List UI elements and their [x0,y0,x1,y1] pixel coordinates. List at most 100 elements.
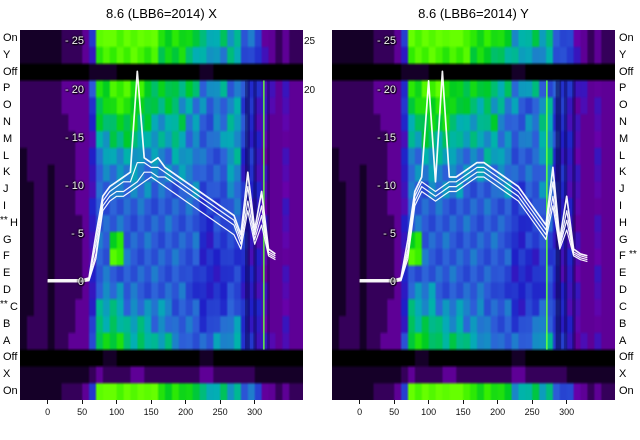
row-label-text: Off [3,65,18,78]
heatmap-panel-y [332,30,615,400]
row-label-text: M [3,132,13,145]
row-label-f: F [0,249,20,266]
row-label-text: A [3,334,11,347]
heatmap-canvas [20,30,303,400]
row-label-b: B [0,316,20,333]
row-label-text: F [619,250,626,263]
row-label-text: H [10,216,18,229]
row-label-text: L [3,149,10,162]
significance-marker: ** [0,214,8,226]
row-label-g: G [0,232,20,249]
x-tick-label: 0 [357,407,363,417]
row-label-text: C [619,300,627,313]
row-label-text: K [3,166,11,179]
row-label-text: B [3,317,11,330]
row-label-on: On [0,30,20,47]
x-tick-mark [462,400,464,404]
x-tick-label: 300 [247,407,263,417]
x-tick-mark [254,400,256,404]
y-tick-label: - 10 [377,179,396,192]
x-tick-label: 300 [559,407,575,417]
x-tick-mark [81,400,83,404]
row-label-text: On [3,31,18,44]
x-tick-label: 200 [490,407,506,417]
x-tick-label: 150 [455,407,471,417]
row-label-text: I [619,200,623,213]
title-panel-y: 8.6 (LBB6=2014) Y [418,6,529,21]
vertical-stripe [267,80,270,350]
row-label-text: On [619,31,634,44]
row-label-e: E [0,265,20,282]
row-label-text: L [619,149,626,162]
row-label-p: P [0,80,20,97]
row-label-j: J [0,181,20,198]
row-label-text: B [619,317,627,330]
row-label-text: O [3,99,12,112]
y-tick-label: - 5 [383,227,396,240]
right-axis-labels: On Y Off P O N M L K J I H G ** F E D C B A Off X On [616,30,640,400]
x-tick-mark [566,400,568,404]
gap-tick-label: 25 [304,36,316,48]
row-label-off: Off [0,349,20,366]
gap-tick-label: 20 [304,84,316,96]
x-tick-mark [393,400,395,404]
row-label-m: M [616,131,640,148]
line-overlay [359,70,588,350]
row-label-n: N [0,114,20,131]
x-tick-mark [47,400,49,404]
row-label-a: A [0,333,20,350]
row-label-d: D [0,282,20,299]
significance-marker: ** [0,299,8,310]
line-overlay [47,70,276,350]
row-label-text: X [619,368,627,381]
x-tick-mark [219,400,221,404]
row-label-text: N [3,115,11,128]
y-tick-label: - 20 [377,83,396,96]
row-label-o: O [616,97,640,114]
row-label-text: I [3,200,7,213]
row-label-text: N [619,115,627,128]
x-tick-mark [428,400,430,404]
row-label-y: Y [0,47,20,64]
title-panel-x: 8.6 (LBB6=2014) X [106,6,217,21]
x-tick-label: 100 [109,407,125,417]
white-trace [359,166,588,282]
row-label-text: F [3,250,10,263]
significance-marker: ** [629,248,637,260]
x-tick-label: 150 [143,407,159,417]
x-tick-mark [359,400,361,404]
row-label-i: I [0,198,20,215]
x-tick-mark [116,400,118,404]
row-label-c: C [616,299,640,316]
row-label-text: J [619,183,625,196]
row-label-text: O [619,99,628,112]
heatmap-panel-x [20,30,303,400]
y-tick-label: 0 [389,275,396,288]
x-tick-mark [150,400,152,404]
row-label-b: B [616,316,640,333]
row-label-y: Y [616,47,640,64]
row-label-text: A [619,334,627,347]
row-label-text: On [3,384,18,397]
row-label-text: E [3,267,11,280]
row-label-text: E [619,267,627,280]
row-label-k: K [0,165,20,182]
y-tick-label: - 25 [65,35,84,48]
x-tick-label: 50 [77,407,88,417]
row-label-text: D [619,284,627,297]
row-label-text: G [619,233,628,246]
y-tick-label: - 20 [65,83,84,96]
row-label-c: ** C [0,299,20,316]
row-label-text: Off [619,65,634,78]
vertical-stripe [555,80,562,350]
vertical-stripe [572,80,576,350]
x-tick-label: 50 [389,407,400,417]
row-label-text: D [3,284,11,297]
row-label-p: P [616,80,640,97]
row-label-off: Off [0,64,20,81]
x-tick-mark [497,400,499,404]
y-tick-label: - 15 [65,131,84,144]
row-label-i: I [616,198,640,215]
row-label-text: Off [3,351,18,364]
y-tick-label: - 15 [377,131,396,144]
